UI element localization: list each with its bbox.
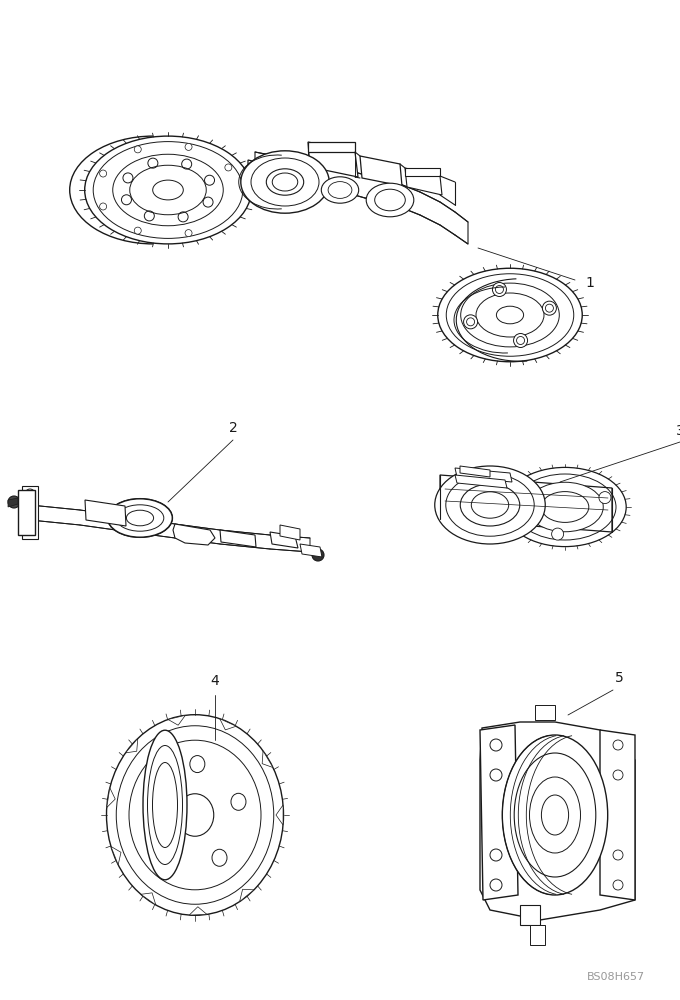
Polygon shape [308, 142, 355, 152]
Ellipse shape [129, 740, 261, 890]
Polygon shape [276, 805, 283, 825]
Ellipse shape [541, 492, 589, 522]
Circle shape [225, 164, 232, 171]
Polygon shape [280, 525, 300, 540]
Polygon shape [173, 524, 215, 545]
Ellipse shape [504, 467, 626, 547]
Circle shape [464, 315, 477, 329]
Polygon shape [85, 500, 126, 526]
Text: 1: 1 [585, 276, 594, 290]
Polygon shape [30, 505, 310, 552]
Polygon shape [111, 846, 121, 865]
Ellipse shape [438, 268, 582, 362]
Ellipse shape [107, 499, 172, 537]
Ellipse shape [367, 183, 414, 217]
Ellipse shape [85, 136, 252, 244]
Polygon shape [308, 142, 358, 177]
Circle shape [543, 301, 556, 315]
Text: 2: 2 [228, 421, 237, 435]
Circle shape [526, 483, 539, 495]
Circle shape [599, 492, 611, 504]
Ellipse shape [435, 466, 545, 544]
Circle shape [185, 143, 192, 150]
Circle shape [99, 203, 107, 210]
Polygon shape [22, 486, 38, 539]
Circle shape [513, 334, 528, 348]
Text: 3: 3 [676, 424, 680, 438]
Polygon shape [107, 788, 115, 808]
Polygon shape [530, 925, 545, 945]
Polygon shape [126, 738, 138, 753]
Circle shape [134, 227, 141, 234]
Ellipse shape [322, 177, 359, 203]
Polygon shape [262, 751, 273, 767]
Polygon shape [360, 156, 402, 186]
Polygon shape [460, 466, 490, 477]
Circle shape [312, 549, 324, 561]
Text: 5: 5 [615, 671, 624, 685]
Polygon shape [270, 532, 298, 548]
Polygon shape [248, 160, 265, 180]
Polygon shape [239, 889, 254, 902]
Ellipse shape [460, 484, 520, 526]
Polygon shape [168, 715, 186, 725]
Circle shape [492, 282, 507, 296]
Polygon shape [535, 705, 555, 720]
Polygon shape [300, 544, 322, 557]
Ellipse shape [267, 169, 304, 195]
Circle shape [551, 528, 564, 540]
Polygon shape [600, 730, 635, 900]
Ellipse shape [176, 794, 214, 836]
Ellipse shape [527, 482, 603, 532]
Polygon shape [220, 719, 236, 730]
Ellipse shape [146, 788, 160, 805]
Ellipse shape [231, 793, 246, 810]
Ellipse shape [130, 165, 206, 215]
Ellipse shape [503, 735, 608, 895]
Circle shape [134, 146, 141, 153]
Polygon shape [520, 905, 540, 925]
Ellipse shape [143, 730, 187, 880]
Polygon shape [480, 722, 635, 920]
Polygon shape [141, 893, 156, 905]
Polygon shape [18, 490, 35, 535]
Ellipse shape [159, 846, 174, 863]
Polygon shape [405, 168, 442, 195]
Polygon shape [405, 168, 440, 176]
Ellipse shape [107, 499, 172, 537]
Ellipse shape [107, 715, 284, 915]
Polygon shape [220, 530, 256, 547]
Text: 4: 4 [211, 674, 220, 688]
Ellipse shape [530, 777, 581, 853]
Polygon shape [480, 725, 518, 900]
Ellipse shape [212, 849, 227, 866]
Circle shape [99, 170, 107, 177]
Polygon shape [455, 475, 507, 488]
Circle shape [8, 496, 20, 508]
Text: BS08H657: BS08H657 [587, 972, 645, 982]
Polygon shape [189, 907, 207, 915]
Ellipse shape [476, 293, 544, 337]
Polygon shape [455, 468, 512, 482]
Polygon shape [8, 498, 18, 507]
Circle shape [540, 710, 550, 720]
Ellipse shape [190, 756, 205, 773]
Polygon shape [255, 152, 468, 244]
Circle shape [185, 230, 192, 237]
Ellipse shape [241, 151, 329, 213]
Polygon shape [440, 475, 612, 532]
